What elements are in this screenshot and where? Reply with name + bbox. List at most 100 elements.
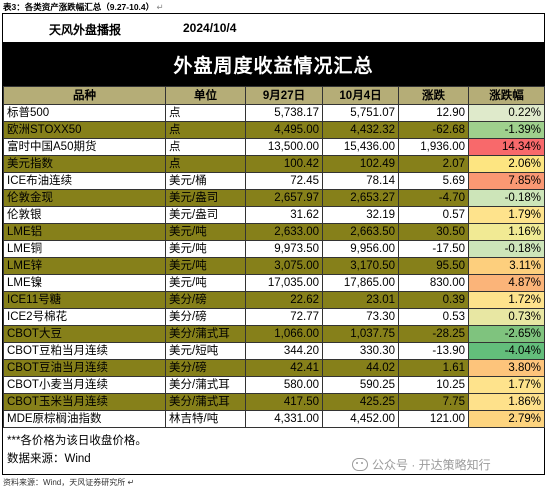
asset-name-cell: 伦敦银 [3,206,166,224]
unit-cell: 美分/蒲式耳 [165,376,246,394]
asset-name-cell: CBOT豆粕当月连续 [3,342,166,360]
asset-name-cell: 美元指数 [3,155,166,173]
price-prev-cell: 22.62 [245,291,323,309]
change-pct-cell: -4.04% [468,342,545,360]
change-cell: -17.50 [398,240,469,258]
table-row: MDE原棕榈油指数 林吉特/吨 4,331.00 4,452.00 121.00 2.79… [3,410,545,428]
price-prev-cell: 3,075.00 [245,257,323,275]
change-cell: 12.90 [398,104,469,122]
unit-cell: 美元/吨 [165,257,246,275]
return-mark-icon: ↵ [156,2,164,12]
asset-name-cell: MDE原棕榈油指数 [3,410,166,428]
unit-cell: 点 [165,121,246,139]
table-row: 伦敦银 美元/盎司 31.62 32.19 0.57 1.79% [3,206,545,224]
change-cell: 5.69 [398,172,469,190]
change-pct-cell: -1.39% [468,121,545,139]
unit-cell: 美分/蒲式耳 [165,393,246,411]
change-cell: 2.07 [398,155,469,173]
table-row: 伦敦金现 美元/盎司 2,657.97 2,653.27 -4.70 -0.18% [3,189,545,207]
unit-cell: 美元/吨 [165,240,246,258]
change-cell: 10.25 [398,376,469,394]
price-curr-cell: 78.14 [322,172,399,190]
unit-cell: 美元/盎司 [165,189,246,207]
price-curr-cell: 3,170.50 [322,257,399,275]
unit-cell: 点 [165,155,246,173]
price-curr-cell: 102.49 [322,155,399,173]
top-bar: 天风外盘播报 2024/10/4 [3,14,544,42]
price-curr-cell: 5,751.07 [322,104,399,122]
asset-name-cell: LME锌 [3,257,166,275]
price-curr-cell: 4,452.00 [322,410,399,428]
asset-name-cell: 欧洲STOXX50 [3,121,166,139]
table-banner: 外盘周度收益情况汇总 [3,42,544,86]
table-row: 标普500 点 5,738.17 5,751.07 12.90 0.22% [3,104,545,122]
price-prev-cell: 1,066.00 [245,325,323,343]
footnote-price-note: ***各价格为该日收盘价格。 [7,435,147,447]
change-cell: 121.00 [398,410,469,428]
change-pct-cell: 1.16% [468,223,545,241]
col-header-prev: 9月27日 [245,86,323,105]
footnote-data-source: 数据来源：Wind [7,453,91,465]
table-row: ICE2号棉花 美分/磅 72.77 73.30 0.53 0.73% [3,308,545,326]
price-curr-cell: 4,432.32 [322,121,399,139]
asset-table: 品种 单位 9月27日 10月4日 涨跌 涨跌幅 标普500 点 5,738.17 5… [3,86,545,428]
change-pct-cell: -0.18% [468,189,545,207]
change-pct-cell: 3.11% [468,257,545,275]
table-row: CBOT玉米当月连续 美分/蒲式耳 417.50 425.25 7.75 1.86% [3,393,545,411]
table-row: 富时中国A50期货点 13,500.00 15,436.00 1,936.00 14.3… [3,138,545,156]
asset-name-cell: CBOT玉米当月连续 [3,393,166,411]
price-prev-cell: 5,738.17 [245,104,323,122]
price-prev-cell: 31.62 [245,206,323,224]
price-prev-cell: 580.00 [245,376,323,394]
asset-name-cell: CBOT豆油当月连续 [3,359,166,377]
asset-name-cell: ICE2号棉花 [3,308,166,326]
asset-name-cell: 标普500 [3,104,166,122]
price-curr-cell: 1,037.75 [322,325,399,343]
change-cell: 7.75 [398,393,469,411]
unit-cell: 美分/蒲式耳 [165,325,246,343]
price-prev-cell: 417.50 [245,393,323,411]
price-prev-cell: 13,500.00 [245,138,323,156]
change-cell: 0.39 [398,291,469,309]
price-prev-cell: 42.41 [245,359,323,377]
unit-cell: 美元/吨 [165,274,246,292]
table-row: CBOT豆油当月连续 美分/磅 42.41 44.02 1.61 3.80% [3,359,545,377]
change-cell: 830.00 [398,274,469,292]
price-curr-cell: 32.19 [322,206,399,224]
change-pct-cell: 14.34% [468,138,545,156]
price-curr-cell: 425.25 [322,393,399,411]
unit-cell: 美分/磅 [165,359,246,377]
col-header-unit: 单位 [165,86,246,105]
table-header-row: 品种 单位 9月27日 10月4日 涨跌 涨跌幅 [3,86,545,105]
price-prev-cell: 72.77 [245,308,323,326]
caption-title: 表3：各类资产涨跌幅汇总（9.27-10.4） [3,2,155,12]
table-row: LME锌 美元/吨 3,075.00 3,170.50 95.50 3.11% [3,257,545,275]
change-cell: -13.90 [398,342,469,360]
change-pct-cell: 7.85% [468,172,545,190]
change-cell: 0.57 [398,206,469,224]
change-cell: -28.25 [398,325,469,343]
change-cell: 1.61 [398,359,469,377]
table-row: 欧洲STOXX50 点 4,495.00 4,432.32 -62.68 -1.39% [3,121,545,139]
unit-cell: 美元/短吨 [165,342,246,360]
price-prev-cell: 2,657.97 [245,189,323,207]
change-pct-cell: 4.87% [468,274,545,292]
change-cell: 30.50 [398,223,469,241]
unit-cell: 点 [165,104,246,122]
price-prev-cell: 17,035.00 [245,274,323,292]
change-pct-cell: 0.73% [468,308,545,326]
table-row: CBOT大豆 美分/蒲式耳 1,066.00 1,037.75 -28.25 -2.65% [3,325,545,343]
change-pct-cell: -0.18% [468,240,545,258]
change-pct-cell: 1.79% [468,206,545,224]
change-pct-cell: 2.06% [468,155,545,173]
unit-cell: 美分/磅 [165,308,246,326]
caption: 表3：各类资产涨跌幅汇总（9.27-10.4） ↵ [3,1,164,13]
asset-name-cell: LME铜 [3,240,166,258]
asset-name-cell: ICE11号糖 [3,291,166,309]
col-header-pct: 涨跌幅 [468,86,545,105]
change-pct-cell: 1.72% [468,291,545,309]
table-row: LME镍 美元/吨 17,035.00 17,865.00 830.00 4.87% [3,274,545,292]
watermark-text: 公众号 · 开达策略知行 [372,458,491,472]
change-cell: 95.50 [398,257,469,275]
asset-name-cell: CBOT大豆 [3,325,166,343]
